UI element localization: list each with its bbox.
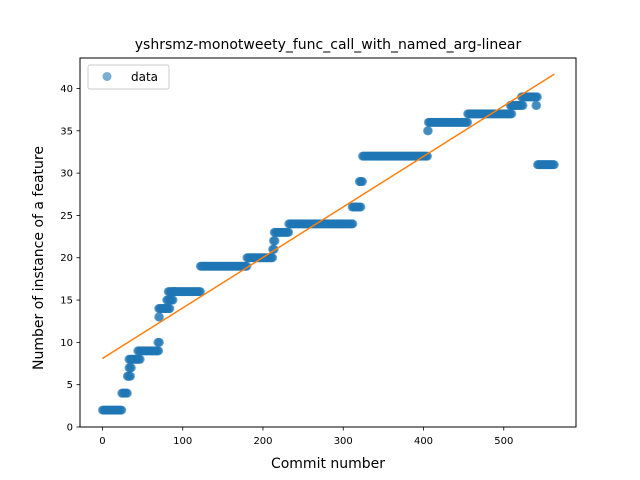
data-point xyxy=(126,371,136,381)
x-tick-label: 400 xyxy=(414,436,433,447)
data-point xyxy=(270,236,280,246)
data-point xyxy=(268,253,278,263)
data-point xyxy=(168,295,178,305)
x-tick-label: 300 xyxy=(334,436,353,447)
y-tick-label: 30 xyxy=(60,169,73,180)
data-point xyxy=(154,337,164,347)
data-point xyxy=(532,100,542,110)
data-point xyxy=(356,202,366,212)
data-point xyxy=(348,219,358,229)
y-tick-label: 20 xyxy=(60,253,73,264)
legend-marker xyxy=(102,72,112,81)
data-point xyxy=(135,354,145,364)
data-point xyxy=(284,227,294,237)
data-point xyxy=(154,346,164,356)
y-tick-label: 15 xyxy=(60,296,73,307)
data-point xyxy=(126,363,136,373)
y-tick-label: 35 xyxy=(60,126,73,137)
legend-box xyxy=(87,64,170,90)
legend: data xyxy=(87,64,170,90)
data-point xyxy=(423,126,433,136)
x-tick-label: 100 xyxy=(173,436,192,447)
y-tick-label: 25 xyxy=(60,211,73,222)
y-tick-label: 5 xyxy=(67,380,73,391)
data-point xyxy=(532,92,542,102)
plot-area xyxy=(97,73,559,415)
data-point xyxy=(423,151,433,161)
data-point xyxy=(463,117,473,127)
data-point xyxy=(154,312,164,322)
axes-ticks: 0 100 200 300 400 500 0 5 10 15 20 25 30 35 40 xyxy=(60,84,513,447)
data-point xyxy=(122,388,132,398)
y-tick-label: 10 xyxy=(60,338,73,349)
data-point xyxy=(165,304,175,314)
data-point xyxy=(507,109,517,119)
y-tick-label: 0 xyxy=(67,423,73,434)
x-axis-label: Commit number xyxy=(271,456,385,472)
data-point xyxy=(549,160,559,170)
fit-line xyxy=(102,73,555,360)
data-point xyxy=(358,177,368,187)
data-point xyxy=(518,100,528,110)
data-point xyxy=(195,287,205,297)
x-tick-label: 0 xyxy=(99,436,105,447)
x-tick-label: 200 xyxy=(253,436,272,447)
plot-frame xyxy=(79,57,577,428)
data-point xyxy=(117,405,127,415)
x-tick-label: 500 xyxy=(494,436,513,447)
chart-title: yshrsmz-monotweety_func_call_with_named_… xyxy=(135,37,522,53)
y-tick-label: 40 xyxy=(60,84,73,95)
legend-label-data: data xyxy=(131,70,158,84)
y-axis-label: Number of instance of a feature xyxy=(31,146,47,370)
